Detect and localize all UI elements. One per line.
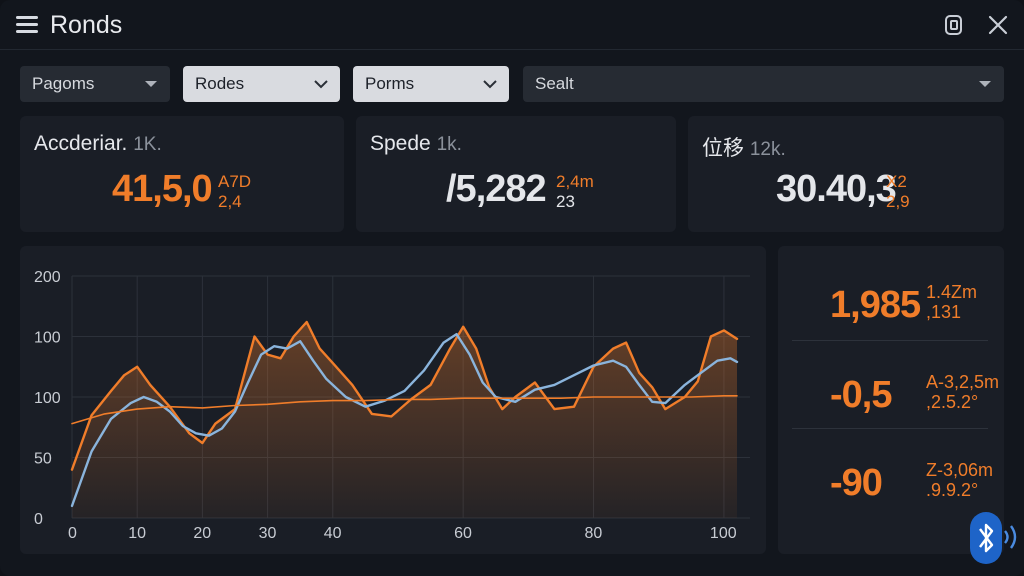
filter-dropdown-4[interactable]: Sealt: [523, 66, 1004, 102]
restore-icon[interactable]: [942, 13, 966, 37]
filter-label: Pagoms: [32, 74, 95, 93]
stat-side-top: X2: [886, 172, 907, 191]
readout-row-1: 1,985 1.4Zm ,131: [778, 256, 1004, 344]
stat-card-displacement: 位移 12k. 30.40,3 X2 2,9: [688, 116, 1004, 232]
stat-title: Accderiar. 1K.: [34, 132, 162, 156]
readout-value: 1,985: [830, 284, 921, 326]
readout-detail-bottom: ,2.5.2°: [926, 392, 979, 412]
stat-value: 30.40,3: [776, 168, 897, 210]
filter-dropdown-3[interactable]: Porms: [353, 66, 509, 102]
y-tick-label: 200: [34, 269, 61, 286]
divider: [792, 428, 988, 429]
area-fill: [72, 322, 737, 518]
stat-side-bottom: 23: [556, 192, 575, 211]
stat-side-bottom: 2,4: [218, 192, 242, 211]
stat-side-bottom: 2,9: [886, 192, 910, 211]
x-tick-label: 20: [193, 525, 211, 542]
line-chart[interactable]: 0 50 100 100 200 0 10 20 30 40 60 80 100: [20, 246, 766, 554]
readout-detail: Z-3,06m .9.9.2°: [926, 460, 993, 500]
readout-detail-bottom: .9.9.2°: [926, 480, 979, 500]
divider: [792, 340, 988, 341]
filter-dropdown-1[interactable]: Pagoms: [20, 66, 170, 102]
series-line-2: [70, 332, 739, 508]
x-tick-label: 40: [324, 525, 342, 542]
stat-value: /5,282: [446, 168, 547, 211]
stat-title: Spede 1k.: [370, 132, 462, 156]
x-tick-label: 10: [128, 525, 146, 542]
stat-subtitle: 1k.: [436, 134, 462, 155]
chevron-down-icon: [483, 80, 497, 89]
y-tick-label: 0: [34, 511, 43, 528]
chevron-down-icon: [979, 81, 991, 87]
stat-card-speed: Spede 1k. /5,282 2,4m 23: [356, 116, 676, 232]
readout-detail: A-3,2,5m ,2.5.2°: [926, 372, 999, 412]
filter-label: Rodes: [195, 74, 245, 93]
chevron-down-icon: [314, 80, 328, 89]
readout-value: -0,5: [830, 374, 892, 416]
readout-detail-top: A-3,2,5m: [926, 372, 1000, 392]
stat-side: A7D 2,4: [218, 172, 251, 212]
stat-side: X2 2,9: [886, 172, 910, 212]
x-tick-label: 80: [585, 525, 603, 542]
readout-detail-bottom: ,131: [926, 302, 962, 322]
stat-value: 41,5,0: [112, 168, 213, 210]
line-chart-card: 0 50 100 100 200 0 10 20 30 40 60 80 100: [20, 246, 766, 554]
stat-title-text: Spede: [370, 132, 431, 155]
readout-detail: 1.4Zm ,131: [926, 282, 977, 322]
y-tick-label: 100: [34, 330, 61, 347]
filter-dropdown-2[interactable]: Rodes: [183, 66, 340, 102]
readout-value: -90: [830, 462, 883, 504]
readout-row-2: -0,5 A-3,2,5m ,2.5.2°: [778, 346, 1004, 434]
stat-value-text: /5,282: [446, 168, 547, 210]
readout-row-3: -90 Z-3,06m .9.9.2°: [778, 434, 1004, 522]
filter-label: Porms: [365, 74, 415, 93]
hamburger-icon[interactable]: [16, 16, 38, 34]
stat-side-top: A7D: [218, 172, 252, 191]
x-tick-label: 60: [454, 525, 472, 542]
close-icon[interactable]: [986, 13, 1010, 37]
stat-subtitle: 1K.: [133, 134, 162, 155]
stat-title: 位移 12k.: [702, 132, 786, 162]
app-title: Ronds: [50, 11, 123, 39]
x-tick-label: 100: [710, 525, 737, 542]
series-line-3: [71, 395, 738, 425]
bluetooth-icon[interactable]: [970, 512, 1002, 564]
chevron-down-icon: [145, 81, 157, 87]
x-tick-label: 30: [259, 525, 277, 542]
side-readout-panel: 1,985 1.4Zm ,131 -0,5 A-3,2,5m ,2.5.2° -…: [778, 246, 1004, 554]
readout-detail-top: Z-3,06m: [926, 460, 994, 480]
y-tick-label: 50: [34, 451, 52, 468]
title-bar: Ronds: [0, 0, 1024, 50]
readout-detail-top: 1.4Zm: [926, 282, 978, 302]
stat-card-acceleration: Accderiar. 1K. 41,5,0 A7D 2,4: [20, 116, 344, 232]
stat-title-text: 位移: [702, 137, 744, 160]
stat-side-top: 2,4m: [556, 172, 594, 191]
stat-title-text: Accderiar.: [34, 132, 128, 155]
stat-subtitle: 12k.: [749, 139, 786, 160]
y-tick-label: 100: [34, 390, 61, 407]
x-tick-label: 0: [68, 525, 77, 542]
signal-waves-icon: [1004, 525, 1017, 549]
filter-label: Sealt: [535, 74, 574, 93]
stat-side: 2,4m 23: [556, 172, 594, 212]
